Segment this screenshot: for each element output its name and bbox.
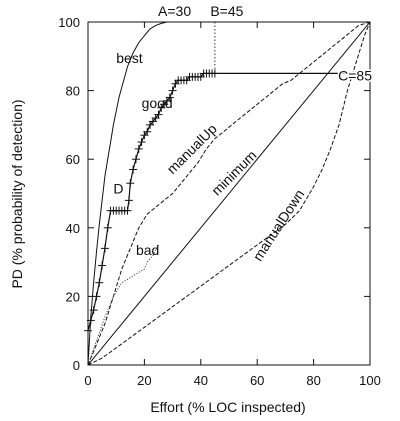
annotation-c-85: C=85 <box>338 67 372 83</box>
x-tick-label: 40 <box>194 373 208 388</box>
series-marker <box>129 165 138 174</box>
annotation-manualup: manualUp <box>163 120 220 177</box>
series-marker <box>168 86 177 95</box>
y-tick-label: 60 <box>66 152 80 167</box>
series-marker <box>86 316 95 325</box>
annotation-manualdown: manualDown <box>249 186 307 263</box>
series-marker <box>210 69 219 78</box>
series-line-0 <box>88 22 370 365</box>
series-marker <box>103 223 112 232</box>
x-tick-label: 0 <box>84 373 91 388</box>
series-marker <box>84 326 92 335</box>
annotation-b-45: B=45 <box>210 3 243 19</box>
x-tick-label: 80 <box>306 373 320 388</box>
series-line-4 <box>88 22 370 365</box>
series-marker <box>98 261 107 270</box>
series-marker <box>123 206 132 215</box>
x-tick-label: 60 <box>250 373 264 388</box>
series-marker <box>89 306 98 315</box>
series-line-3 <box>88 22 370 365</box>
series-line-5 <box>88 244 159 365</box>
series-line-2 <box>88 22 370 365</box>
y-tick-label: 80 <box>66 84 80 99</box>
x-tick-label: 100 <box>359 373 381 388</box>
annotation-bad: bad <box>136 242 159 258</box>
series-marker <box>131 155 140 164</box>
series-marker <box>124 196 133 205</box>
series-marker <box>165 93 174 102</box>
series-marker <box>100 244 109 253</box>
y-tick-label: 40 <box>66 221 80 236</box>
annotation-a-30: A=30 <box>158 3 191 19</box>
axis-ticks: 0 20 40 60 80 100 0 20 40 60 80 100 <box>58 15 381 388</box>
series-marker <box>143 127 152 136</box>
series-marker <box>154 110 163 119</box>
y-tick-label: 20 <box>66 289 80 304</box>
series-marker <box>126 179 135 188</box>
annotation-good: good <box>142 95 173 111</box>
y-tick-label: 100 <box>58 15 80 30</box>
y-tick-label: 0 <box>73 358 80 373</box>
y-axis-label: PD (% probability of detection) <box>9 99 25 288</box>
chart-series-group <box>84 22 370 365</box>
series-line-1 <box>88 72 370 331</box>
annotation-best: best <box>116 50 143 66</box>
series-marker <box>95 278 104 287</box>
series-marker <box>137 138 146 147</box>
x-tick-label: 20 <box>137 373 151 388</box>
annotation-minimum: minimum <box>208 147 259 198</box>
annotation-d: D <box>113 181 123 197</box>
x-axis-label: Effort (% LOC inspected) <box>150 399 305 415</box>
series-marker <box>134 144 143 153</box>
